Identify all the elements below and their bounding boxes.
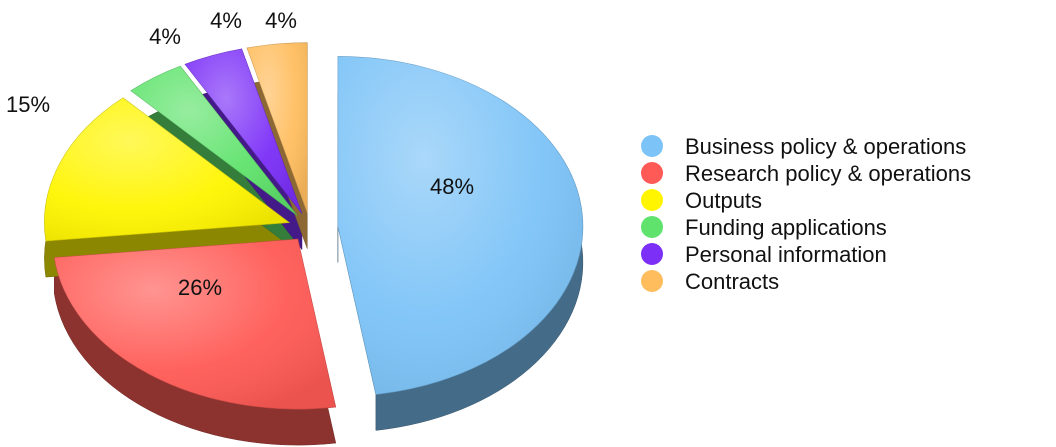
legend-swatch	[641, 243, 663, 265]
pie-slice-gloss	[246, 42, 308, 213]
legend-label: Outputs	[685, 188, 762, 213]
legend-swatch	[641, 189, 663, 211]
slice-value-label: 4%	[210, 8, 242, 33]
legend-swatch	[641, 216, 663, 238]
slice-value-label: 15%	[6, 92, 50, 117]
pie-slice-gloss	[44, 97, 290, 242]
legend-label: Research policy & operations	[685, 161, 971, 186]
pie-slice-gloss	[54, 239, 336, 410]
pie-slice-gloss	[185, 48, 302, 214]
slice-value-label: 48%	[430, 174, 474, 199]
slice-value-label: 4%	[149, 24, 181, 49]
slice-value-label: 26%	[178, 275, 222, 300]
pie-slice-gloss	[130, 66, 298, 216]
slice-value-label: 4%	[265, 8, 297, 33]
legend-label: Personal information	[685, 242, 887, 267]
legend-swatch	[641, 162, 663, 184]
pie-slice-gloss	[337, 56, 583, 395]
legend-swatch	[641, 270, 663, 292]
legend-label: Funding applications	[685, 215, 887, 240]
legend-label: Business policy & operations	[685, 134, 966, 159]
legend-label: Contracts	[685, 269, 779, 294]
legend-swatch	[641, 135, 663, 157]
